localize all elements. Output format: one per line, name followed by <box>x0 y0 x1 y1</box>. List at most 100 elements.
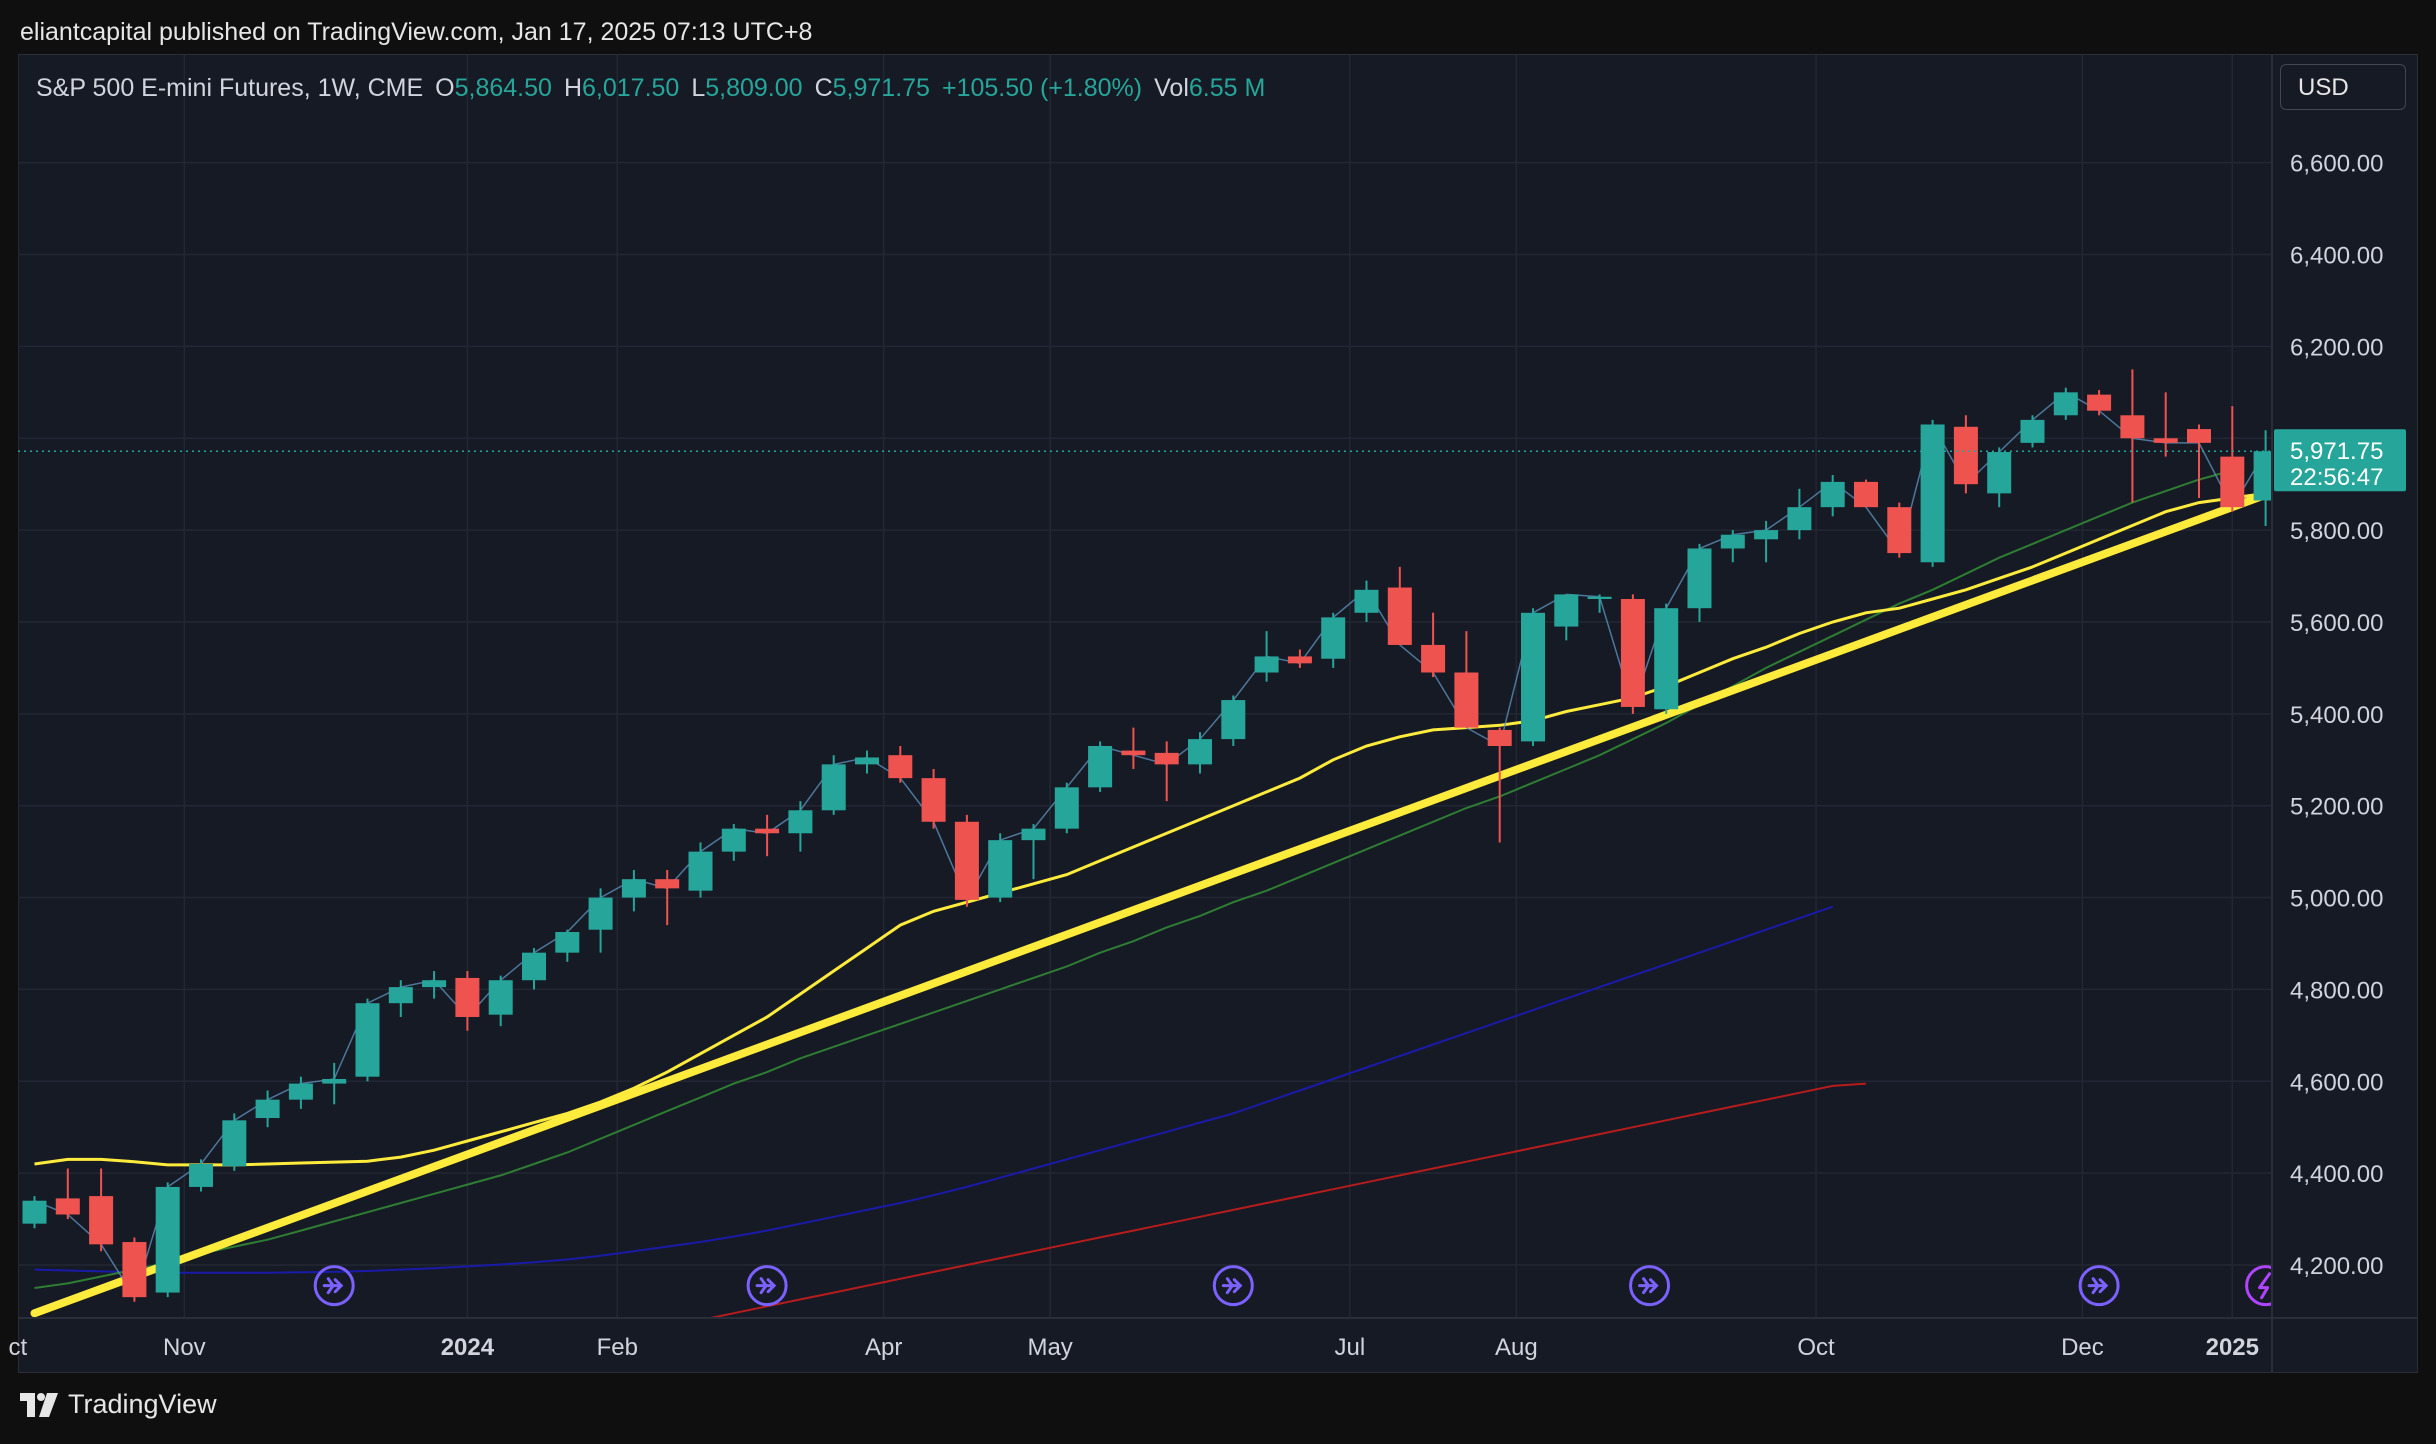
x-tick-label: Apr <box>865 1334 902 1361</box>
candle-body <box>1787 507 1812 531</box>
trendline[interactable] <box>30 488 2283 1318</box>
candle-body <box>988 840 1013 898</box>
x-tick-label: Jul <box>1335 1334 1366 1361</box>
low-value: 5,809.00 <box>705 74 803 102</box>
tradingview-logo-icon <box>20 1392 58 1417</box>
moving-averages <box>34 469 2266 1318</box>
latest-event-icon[interactable] <box>2245 1265 2285 1307</box>
axes: 6,600.006,400.006,200.006,000.005,800.00… <box>9 55 2418 1372</box>
candle-body <box>522 952 546 981</box>
currency-button[interactable]: USD <box>2280 64 2406 110</box>
y-tick-label: 5,600.00 <box>2290 610 2383 637</box>
trendline-line <box>30 488 2272 1318</box>
event-marker-icon[interactable] <box>1212 1265 1254 1307</box>
candle-body <box>954 821 979 900</box>
close-key: C <box>814 74 833 102</box>
event-markers[interactable] <box>313 1265 2285 1307</box>
y-tick-label: 4,200.00 <box>2290 1253 2383 1280</box>
candle-body <box>1587 596 1612 600</box>
y-tick-label: 6,400.00 <box>2290 243 2383 270</box>
candle-body <box>821 764 846 811</box>
candle-body <box>2087 394 2112 411</box>
candle-body <box>322 1078 347 1084</box>
ma-short-line <box>34 491 2266 1167</box>
change-value: +105.50 (+1.80%) <box>941 74 1143 102</box>
last-price-value: 5,971.75 <box>2290 438 2383 465</box>
event-marker-icon[interactable] <box>2078 1265 2120 1307</box>
candle-body <box>1354 589 1379 613</box>
candle-body <box>2187 429 2211 443</box>
volume-key: Vol <box>1154 74 1189 102</box>
candle-body <box>2053 392 2078 416</box>
open-key: O <box>435 74 455 102</box>
candle-body <box>1387 587 1412 645</box>
candle-body <box>455 977 480 1017</box>
candle-body <box>1521 612 1545 742</box>
x-tick-label: 2025 <box>2206 1334 2259 1361</box>
y-tick-label: 4,600.00 <box>2290 1069 2383 1096</box>
candle-body <box>488 980 513 1015</box>
candle-body <box>288 1083 313 1100</box>
event-marker-icon[interactable] <box>1629 1265 1671 1307</box>
candle-body <box>1820 481 1845 508</box>
x-tick-label: Dec <box>2061 1334 2104 1361</box>
y-tick-label: 5,400.00 <box>2290 702 2383 729</box>
candle-body <box>189 1163 213 1187</box>
candle-body <box>355 1003 380 1077</box>
candle-body <box>55 1198 80 1215</box>
y-tick-label: 5,800.00 <box>2290 518 2383 545</box>
candle-body <box>1254 656 1279 673</box>
candle-body <box>1154 752 1179 765</box>
ma-long-line <box>34 905 1834 1274</box>
candle-body <box>1188 739 1212 765</box>
x-tick-label: ct <box>9 1334 28 1361</box>
candle-body <box>921 778 946 822</box>
x-tick-label: Nov <box>163 1334 206 1361</box>
candle-body <box>1854 481 1878 508</box>
candle-body <box>888 755 913 779</box>
candle-body <box>1088 745 1113 788</box>
event-marker-icon[interactable] <box>313 1265 355 1307</box>
candle-body <box>755 828 780 834</box>
tradingview-brand[interactable]: TradingView <box>20 1389 217 1420</box>
candle-body <box>1054 787 1079 829</box>
bar-countdown: 22:56:47 <box>2290 464 2383 491</box>
candle-body <box>621 879 646 898</box>
candle-body <box>1221 700 1246 740</box>
symbol-name: S&P 500 E-mini Futures, 1W, CME <box>36 74 424 102</box>
candlesticks <box>22 369 2272 1302</box>
event-marker-icon[interactable] <box>746 1265 788 1307</box>
candle-body <box>255 1099 280 1119</box>
last-price-label <box>2274 429 2406 492</box>
published-info: eliantcapital published on TradingView.c… <box>20 18 813 46</box>
candle-body <box>422 980 447 988</box>
x-tick-label: Aug <box>1495 1334 1538 1361</box>
candle-body <box>1487 729 1512 746</box>
high-value: 6,017.50 <box>582 74 680 102</box>
x-tick-label: Feb <box>597 1334 638 1361</box>
grid-lines <box>18 55 2272 1318</box>
candle-body <box>155 1186 180 1293</box>
candle-body <box>2220 456 2245 508</box>
candle-body <box>1654 608 1679 710</box>
tradingview-wordmark: TradingView <box>68 1389 217 1419</box>
x-tick-label: May <box>1027 1334 1072 1361</box>
open-value: 5,864.50 <box>454 74 552 102</box>
ma-mid-line <box>34 469 2233 1289</box>
symbol-legend: S&P 500 E-mini Futures, 1W, CME O5,864.50… <box>36 74 1265 103</box>
candle-body <box>22 1200 47 1224</box>
candle-body <box>555 932 580 953</box>
candle-body <box>1021 828 1046 841</box>
candle-body <box>1720 534 1745 549</box>
y-tick-label: 6,200.00 <box>2290 334 2383 361</box>
candle-body <box>655 879 680 889</box>
candle-body <box>855 757 879 765</box>
candle-body <box>1287 656 1312 664</box>
candle-body <box>1454 672 1479 728</box>
candle-body <box>1121 750 1146 756</box>
candle-body <box>2020 419 2045 443</box>
candle-body <box>688 851 713 891</box>
candle-body <box>1887 507 1912 554</box>
y-tick-label: 5,000.00 <box>2290 886 2383 913</box>
